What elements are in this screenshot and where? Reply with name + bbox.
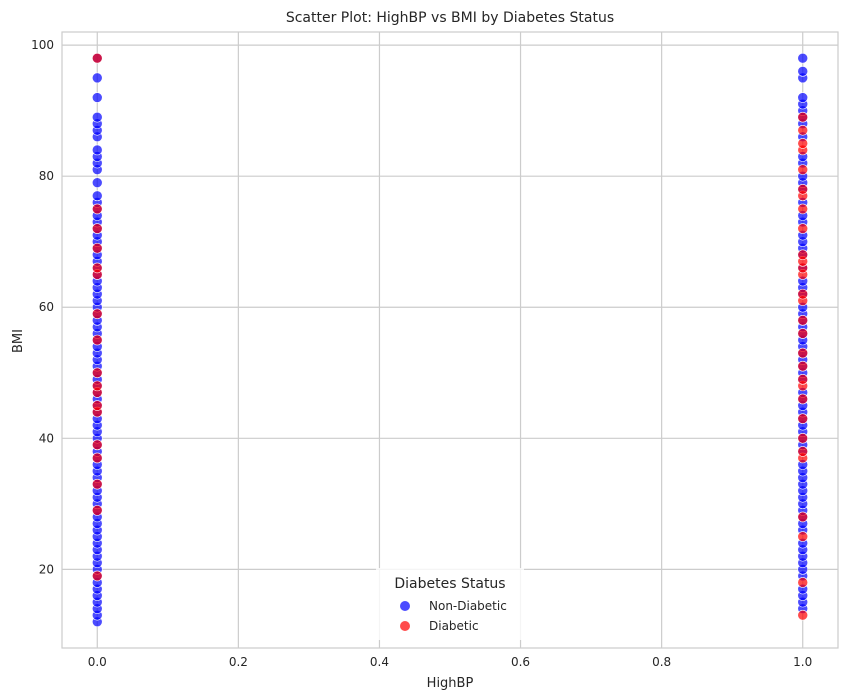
point-diabetic [91,439,103,451]
point-non-diabetic [91,177,103,189]
point-diabetic [91,478,103,490]
tick-labels: 0.0 0.2 0.4 0.6 0.8 1.0 20 40 60 80 100 [31,38,812,669]
point-diabetic [797,203,809,215]
point-non-diabetic [91,144,103,156]
point-diabetic [797,609,809,621]
point-non-diabetic [91,190,103,202]
point-diabetic [91,334,103,346]
series-non-diabetic [91,52,809,628]
point-diabetic [91,452,103,464]
point-diabetic [91,52,103,64]
x-axis-label: HighBP [427,676,474,691]
y-tick-label: 80 [39,169,54,183]
point-diabetic [797,446,809,457]
point-diabetic [797,328,809,339]
point-diabetic [797,164,809,175]
point-diabetic [797,347,809,359]
y-tick-label: 40 [39,431,54,445]
series-diabetic [91,52,809,621]
x-tick-label: 0.0 [88,655,107,669]
plot-frame [61,31,839,649]
x-tick-label: 0.2 [229,655,248,669]
point-diabetic [91,262,103,274]
point-diabetic [797,360,809,372]
point-diabetic [797,138,809,149]
point-diabetic [797,413,809,424]
y-tick-label: 20 [39,562,54,576]
point-non-diabetic [91,111,103,123]
legend-label-non-diabetic: Non-Diabetic [429,599,507,613]
point-diabetic [91,505,103,516]
point-diabetic [797,432,809,444]
point-non-diabetic [797,52,809,64]
grid [62,32,838,648]
point-diabetic [91,242,103,254]
y-tick-label: 100 [31,38,54,52]
legend-marker-diabetic [400,621,410,631]
point-diabetic [797,111,809,123]
point-diabetic [797,249,809,261]
x-tick-label: 0.4 [370,655,389,669]
point-diabetic [797,124,809,136]
data-points [91,52,809,628]
legend: Diabetes Status Non-Diabetic Diabetic [376,568,524,640]
point-non-diabetic [91,92,103,103]
point-diabetic [797,393,809,405]
point-non-diabetic [797,92,809,103]
legend-title: Diabetes Status [394,576,505,592]
point-diabetic [91,570,103,582]
point-diabetic [91,203,103,215]
x-tick-label: 1.0 [793,655,812,669]
legend-label-diabetic: Diabetic [429,619,479,633]
point-non-diabetic [91,72,103,84]
point-diabetic [91,400,103,411]
point-diabetic [797,288,809,300]
point-diabetic [797,577,809,588]
y-axis-label: BMI [11,329,26,353]
point-diabetic [797,315,809,326]
point-diabetic [91,308,103,320]
point-diabetic [91,380,103,392]
point-diabetic [797,223,809,234]
point-diabetic [797,374,809,385]
point-diabetic [91,367,103,379]
point-diabetic [797,183,809,195]
x-tick-label: 0.6 [511,655,530,669]
point-diabetic [91,223,103,234]
point-diabetic [797,511,809,523]
y-tick-label: 60 [39,300,54,314]
point-diabetic [797,531,809,542]
legend-marker-non-diabetic [400,601,410,611]
x-tick-label: 0.8 [652,655,671,669]
point-non-diabetic [797,66,809,77]
chart-title: Scatter Plot: HighBP vs BMI by Diabetes … [286,10,614,26]
